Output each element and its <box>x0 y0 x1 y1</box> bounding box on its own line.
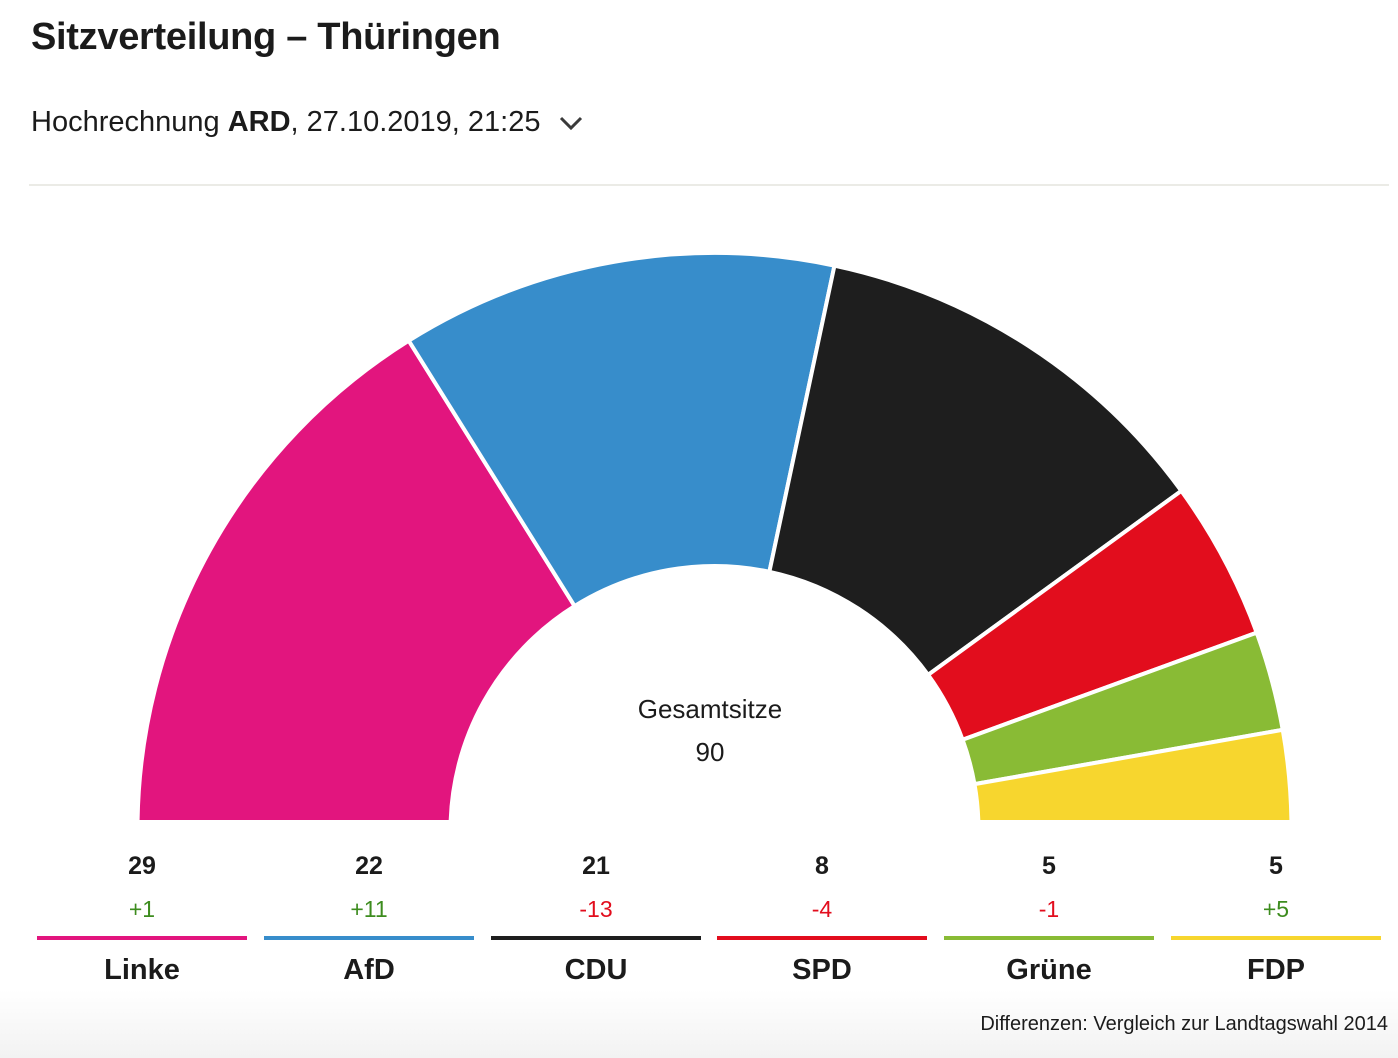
legend-seats: 29 <box>128 852 156 880</box>
legend-diff: -1 <box>1038 896 1060 922</box>
legend-card-fdp[interactable]: 5 +5 FDP <box>1171 842 1381 998</box>
legend-color-bar <box>717 936 927 940</box>
legend-color-bar <box>264 936 474 940</box>
legend-party-name: Linke <box>104 954 180 986</box>
legend-card-linke[interactable]: 29 +1 Linke <box>37 842 247 998</box>
legend-diff: +5 <box>1262 896 1290 922</box>
legend-seats: 8 <box>815 852 829 880</box>
page-title: Sitzverteilung – Thüringen <box>31 16 501 58</box>
legend-diff: +11 <box>350 896 388 922</box>
legend-party-name: FDP <box>1247 954 1305 986</box>
legend-party-name: AfD <box>343 954 395 986</box>
legend-seats: 22 <box>355 852 383 880</box>
projection-selector[interactable]: Hochrechnung ARD, 27.10.2019, 21:25 <box>31 106 584 139</box>
legend: 29 +1 Linke 22 +11 AfD 21 -13 CDU 8 -4 S… <box>37 842 1381 998</box>
seat-slice-fdp[interactable] <box>972 727 1294 830</box>
seat-distribution-chart <box>135 251 1294 830</box>
legend-card-gruene[interactable]: 5 -1 Grüne <box>944 842 1154 998</box>
legend-party-name: SPD <box>792 954 852 986</box>
legend-party-name: CDU <box>564 954 628 986</box>
footer-background <box>0 990 1398 1058</box>
legend-color-bar <box>37 936 247 940</box>
footnote: Differenzen: Vergleich zur Landtagswahl … <box>980 1013 1388 1035</box>
legend-card-cdu[interactable]: 21 -13 CDU <box>491 842 701 998</box>
total-seats-label: Gesamtsitze <box>637 694 783 724</box>
total-seats-value: 90 <box>695 737 725 767</box>
legend-color-bar <box>944 936 1154 940</box>
legend-party-name: Grüne <box>1006 954 1092 986</box>
chevron-down-icon[interactable] <box>558 110 584 136</box>
seat-slice-linke[interactable] <box>135 338 577 830</box>
projection-timestamp: , 27.10.2019, 21:25 <box>290 106 541 138</box>
legend-seats: 21 <box>582 852 610 880</box>
legend-card-spd[interactable]: 8 -4 SPD <box>717 842 927 998</box>
seat-slice-afd[interactable] <box>406 251 837 609</box>
legend-color-bar <box>1171 936 1381 940</box>
legend-card-afd[interactable]: 22 +11 AfD <box>264 842 474 998</box>
legend-diff: +1 <box>128 896 156 922</box>
legend-color-bar <box>491 936 701 940</box>
projection-source: ARD <box>227 106 291 138</box>
header-divider <box>29 184 1389 186</box>
legend-diff: -13 <box>579 896 613 922</box>
legend-seats: 5 <box>1269 852 1283 880</box>
legend-diff: -4 <box>811 896 833 922</box>
seat-slice-cdu[interactable] <box>767 263 1184 677</box>
projection-label: Hochrechnung <box>31 106 228 138</box>
legend-seats: 5 <box>1042 852 1056 880</box>
